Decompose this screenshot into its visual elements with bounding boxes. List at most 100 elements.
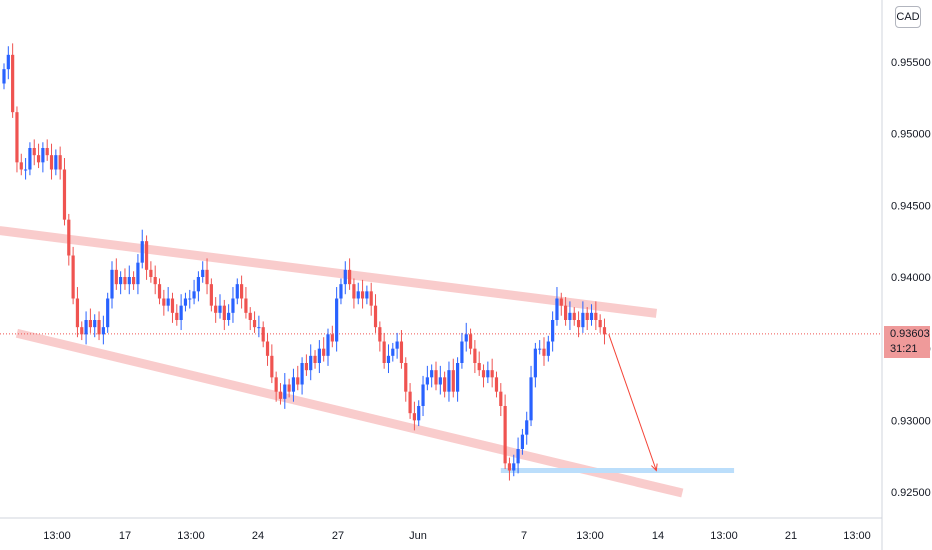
candle-up	[460, 341, 464, 363]
time-tick-label: 13:00	[43, 530, 71, 542]
target-zone[interactable]	[500, 468, 735, 473]
price-tick-label: 0.92500	[891, 487, 931, 499]
candle-down	[481, 370, 486, 378]
candle-down	[88, 320, 92, 328]
candle-up	[581, 312, 585, 328]
candle-down	[602, 327, 607, 335]
candle-down	[157, 284, 162, 299]
candle-down	[175, 312, 179, 320]
time-tick-label: 13:00	[710, 530, 738, 542]
candle-down	[32, 148, 36, 156]
time-tick-label: 7	[521, 530, 527, 542]
candle-up	[106, 298, 110, 328]
candle-down	[373, 305, 378, 328]
candle-down	[443, 377, 447, 392]
channel-lower-line[interactable]	[15, 328, 684, 498]
candle-down	[123, 277, 127, 285]
time-tick-label: 13:00	[576, 530, 604, 542]
candle-down	[542, 348, 546, 356]
candle-down	[503, 406, 507, 464]
candle-down	[261, 327, 265, 342]
candle-down	[114, 269, 118, 285]
candle-up	[166, 298, 170, 306]
candle-down	[322, 348, 326, 356]
candle-down	[97, 320, 101, 335]
candle-up	[568, 312, 572, 320]
candle-up	[365, 291, 369, 299]
candle-up	[516, 449, 520, 464]
candle-up	[140, 241, 144, 263]
time-tick-label: 27	[332, 530, 344, 542]
candle-down	[252, 320, 257, 328]
candle-up	[538, 348, 542, 350]
candle-up	[179, 305, 183, 320]
candle-up	[183, 298, 188, 306]
candle-down	[378, 327, 382, 342]
projection-arrow[interactable]	[608, 334, 657, 471]
candle-up	[84, 320, 88, 335]
candle-down	[19, 162, 23, 170]
projection-arrowhead	[651, 463, 658, 472]
candle-up	[589, 312, 594, 320]
candle-up	[551, 320, 555, 342]
candle-down	[399, 341, 404, 363]
candle-up	[438, 377, 442, 385]
price-axis[interactable]: 0.955000.950000.945000.940000.935000.930…	[891, 57, 931, 499]
candle-down	[36, 155, 41, 163]
candle-up	[235, 284, 239, 299]
candle-up	[231, 298, 235, 313]
candle-down	[80, 327, 84, 335]
candle-up	[93, 320, 97, 328]
price-tick-label: 0.95500	[891, 57, 931, 69]
candle-up	[335, 298, 339, 342]
candle-down	[274, 377, 278, 392]
candle-down	[45, 148, 49, 156]
candle-up	[425, 377, 429, 385]
candle-down	[75, 298, 80, 328]
candle-down	[507, 463, 512, 471]
candle-down	[270, 355, 274, 378]
candle-up	[188, 298, 192, 300]
candle-down	[490, 370, 494, 378]
time-tick-label: 21	[785, 530, 797, 542]
candle-down	[360, 291, 365, 299]
projection-annotations	[608, 334, 658, 472]
time-tick-label: 13:00	[177, 530, 205, 542]
candle-up	[343, 269, 347, 285]
candle-down	[58, 155, 62, 170]
candle-up	[520, 434, 524, 449]
candle-up	[6, 54, 10, 70]
candle-up	[28, 148, 32, 170]
price-tick-label: 0.94500	[891, 200, 931, 212]
time-tick-label: 14	[652, 530, 664, 542]
candle-up	[486, 370, 490, 378]
candle-up	[309, 355, 313, 371]
channel-upper-line[interactable]	[0, 226, 658, 318]
candle-down	[296, 377, 300, 385]
candle-down	[477, 363, 481, 371]
candle-down	[598, 320, 602, 328]
candle-down	[304, 363, 308, 371]
candle-up	[201, 269, 205, 277]
bar-countdown: 31:21	[890, 343, 918, 355]
candle-up	[464, 334, 468, 342]
candle-up	[196, 277, 200, 292]
last-price-tag: 0.93603 31:21	[884, 326, 930, 358]
candle-down	[71, 255, 75, 299]
candle-up	[110, 269, 114, 299]
candle-down	[313, 355, 317, 363]
candle-up	[386, 355, 391, 363]
candle-up	[447, 370, 451, 392]
candle-up	[101, 327, 105, 335]
candle-up	[356, 291, 360, 299]
candle-up	[41, 148, 45, 163]
candle-down	[278, 391, 283, 399]
candle-up	[218, 305, 222, 313]
candle-up	[546, 341, 550, 356]
currency-badge[interactable]: CAD	[895, 6, 921, 28]
candle-down	[499, 391, 503, 406]
candle-down	[451, 370, 455, 392]
time-axis[interactable]: 13:00 17 13:00 24 27 Jun 7 13:00 14 13:00 21 13:00	[43, 530, 871, 542]
candle-down	[352, 284, 356, 299]
